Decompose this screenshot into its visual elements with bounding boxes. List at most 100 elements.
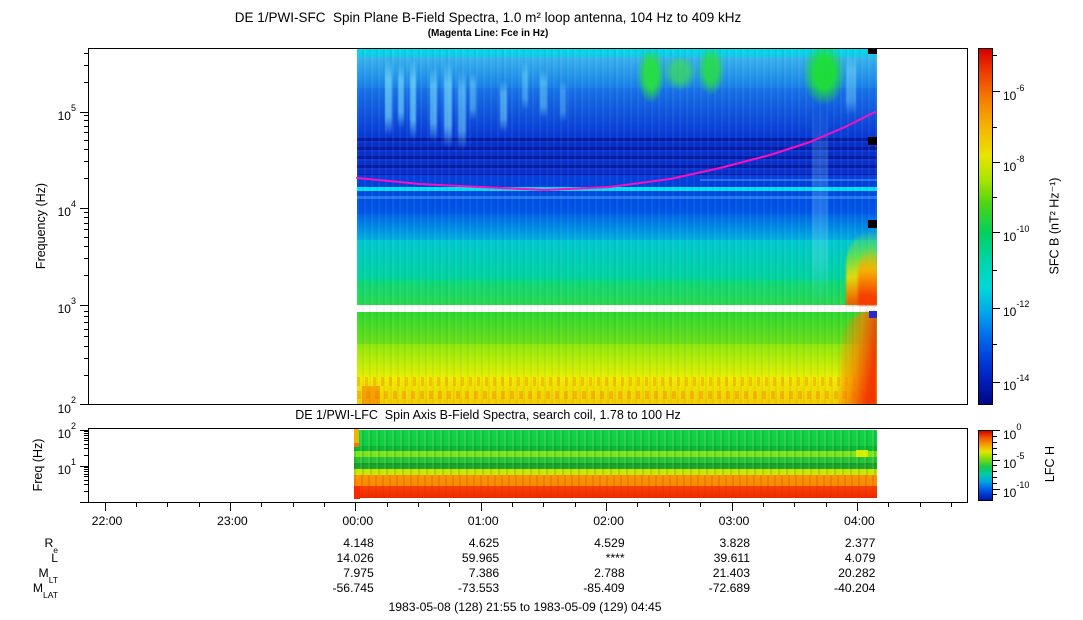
lfc-y-minor-tick — [84, 469, 88, 470]
lfc-spectral-band — [354, 463, 877, 469]
x-major-tick — [355, 503, 357, 511]
sfc-feature-streak — [398, 64, 404, 128]
sfc-colorbar-major-tick — [993, 381, 1000, 383]
lfc-colorbar-label: LFC H — [1043, 445, 1057, 483]
sfc-colorbar-minor-tick — [993, 55, 997, 57]
sfc-feature-streak — [522, 62, 528, 110]
ephemeris-value: 39.611 — [713, 551, 750, 565]
sfc-y-minor-tick — [84, 178, 88, 180]
lfc-y-minor-tick — [84, 454, 88, 456]
lfc-y-minor-tick — [84, 448, 88, 450]
lfc-colorbar-minor-tick — [993, 494, 997, 496]
sfc-colorbar — [978, 48, 993, 405]
lfc-colorbar-minor-tick — [993, 465, 997, 467]
x-minor-tick — [198, 503, 200, 507]
sfc-y-major-tick — [80, 111, 88, 113]
sfc-feature-streak — [458, 70, 466, 150]
lfc-spectral-band — [354, 486, 877, 499]
sfc-colorbar-major-tick — [993, 91, 1000, 93]
sfc-colorbar-major-tick — [993, 232, 1000, 234]
lfc-spectral-band — [354, 451, 877, 458]
x-minor-tick — [919, 503, 921, 507]
lfc-feature-rect — [354, 486, 360, 499]
sfc-spectral-band — [357, 343, 877, 378]
sfc-y-minor-tick — [84, 316, 88, 318]
x-tick-label: 23:00 — [217, 514, 248, 528]
sfc-feature-plume — [858, 248, 877, 305]
lfc-y-minor-tick — [84, 479, 88, 481]
ephemeris-value: -56.745 — [332, 581, 374, 595]
x-minor-tick — [700, 503, 702, 507]
ephemeris-value: 3.828 — [719, 536, 751, 550]
sfc-colorbar-major-tick — [993, 307, 1000, 309]
sfc-y-minor-tick — [84, 125, 88, 127]
ephemeris-value: 21.403 — [712, 566, 750, 580]
sfc-colorbar-minor-tick — [993, 269, 997, 271]
ephemeris-value: 4.625 — [468, 536, 500, 550]
sfc-y-minor-tick — [84, 82, 88, 84]
sfc-y-minor-tick — [84, 246, 88, 248]
sfc-colorbar-tick-label: 10-10 — [1003, 223, 1030, 244]
sfc-y-minor-tick — [84, 114, 88, 116]
x-minor-tick — [888, 503, 890, 507]
sfc-y-minor-tick — [84, 216, 88, 218]
lfc-spectral-band — [354, 445, 877, 452]
sfc-colorbar-minor-tick — [993, 344, 997, 346]
ephemeris-value: -40.204 — [834, 581, 876, 595]
sfc-spectral-band — [357, 304, 877, 312]
lfc-spectral-band — [354, 429, 877, 446]
sfc-spectrogram-panel — [88, 48, 968, 405]
sfc-colorbar-major-tick — [993, 162, 1000, 164]
sfc-y-minor-tick — [84, 236, 88, 238]
x-major-tick — [731, 503, 733, 511]
lfc-colorbar-minor-tick — [993, 483, 997, 485]
sfc-spectral-band — [357, 175, 877, 188]
sfc-feature-streak — [444, 62, 452, 148]
x-minor-tick — [418, 503, 419, 507]
lfc-spectral-band — [354, 457, 877, 464]
sfc-feature-streak — [470, 72, 476, 120]
lfc-y-minor-tick — [84, 437, 88, 439]
lfc-texture-overlay — [354, 429, 877, 475]
sfc-y-tick-label: 103 — [57, 295, 76, 316]
sfc-texture-overlay — [357, 49, 877, 404]
lfc-feature-rect — [354, 429, 359, 443]
sfc-feature-streak — [540, 70, 547, 118]
ephemeris-value: 7.386 — [468, 566, 500, 580]
lfc-colorbar-minor-tick — [993, 471, 997, 473]
x-minor-tick — [668, 503, 670, 507]
sfc-colorbar-minor-tick — [993, 126, 997, 128]
x-tick-label: 22:00 — [91, 514, 123, 528]
x-major-tick — [606, 503, 608, 511]
sfc-y-minor-tick — [84, 374, 88, 376]
lfc-colorbar — [978, 430, 993, 501]
lfc-y-tick-label: 101 — [57, 456, 76, 478]
sfc-spectral-band — [357, 187, 877, 192]
ephemeris-value: 2.377 — [844, 536, 876, 550]
x-minor-tick — [825, 503, 827, 507]
x-minor-tick — [323, 503, 325, 507]
lfc-colorbar-tick-label: 10-5 — [1003, 450, 1025, 472]
ephemeris-row-label: MLAT — [32, 581, 58, 600]
x-minor-tick — [543, 503, 545, 507]
sfc-feature-blob — [638, 52, 664, 102]
sfc-y-minor-tick — [84, 336, 88, 338]
ephemeris-value: -73.553 — [457, 581, 500, 595]
lfc-colorbar-tick-label: 100 — [1003, 421, 1022, 442]
sfc-y-minor-tick — [84, 345, 88, 347]
lfc-colorbar-major-tick — [993, 488, 1000, 490]
sfc-y-axis-label: Frequency (Hz) — [34, 182, 48, 270]
lfc-y-minor-tick — [84, 440, 88, 442]
sfc-texture-overlay — [357, 138, 877, 176]
sfc-colorbar-tick-label: 10-6 — [1003, 82, 1025, 103]
lfc-y-major-tick — [80, 501, 88, 503]
ephemeris-value: 59.965 — [461, 551, 500, 565]
x-major-tick — [856, 503, 858, 511]
lfc-y-major-tick — [80, 465, 88, 467]
lfc-feature-rect — [354, 443, 359, 447]
lfc-colorbar-minor-tick — [993, 441, 997, 443]
sfc-colorbar-tick-label: 10-12 — [1003, 298, 1030, 319]
x-tick-label: 02:00 — [593, 514, 624, 528]
sfc-texture-overlay — [357, 377, 877, 386]
x-minor-tick — [135, 503, 137, 507]
